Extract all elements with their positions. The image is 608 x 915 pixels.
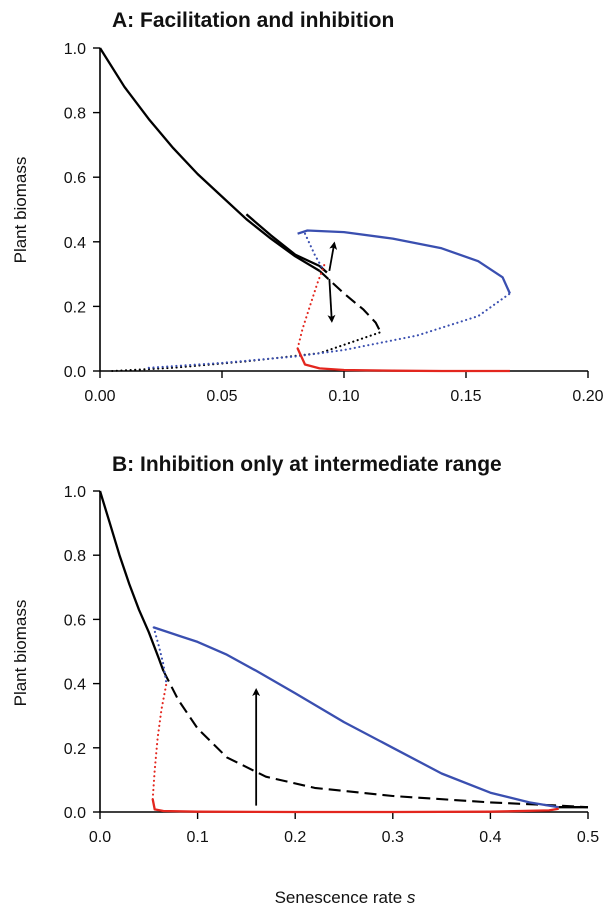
panel-a-y-tick-label: 0.2 <box>64 299 86 316</box>
panel-a-y-tick-label: 0.8 <box>64 106 86 123</box>
panel-b-y-tick-label: 1.0 <box>64 484 86 501</box>
panel-b-x-tick-label: 0.4 <box>479 829 501 846</box>
panel-b-series-red-dotted <box>151 682 168 801</box>
panel-b-x-tick-label: 0.1 <box>186 829 208 846</box>
panel-b-ylabel: Plant biomass <box>11 600 30 707</box>
panel-b-series-red-solid <box>151 798 559 814</box>
panel-b-series-blue-solid <box>153 626 559 809</box>
x-axis-label-text: Senescence rate <box>275 888 403 907</box>
panel-a-y-tick-label: 0.6 <box>64 170 86 187</box>
panel-a-x-tick-label: 0.20 <box>572 388 603 405</box>
panel-b-y-tick-label: 0.4 <box>64 677 86 694</box>
panel-a-series-red-dotted <box>296 263 326 350</box>
panel-a-series-blue-dotted <box>147 292 511 369</box>
panel-b-title: B: Inhibition only at intermediate range <box>112 453 502 476</box>
panel-b-x-tick-label: 0.5 <box>577 829 599 846</box>
panel-b-x-tick-label: 0.2 <box>284 829 306 846</box>
panel-a-ylabel: Plant biomass <box>11 157 30 264</box>
panel-a-series-black-dotted <box>111 331 382 373</box>
panel-b-y-tick-label: 0.0 <box>64 805 86 822</box>
panel-a-x-tick-label: 0.15 <box>450 388 481 405</box>
panel-b: B: Inhibition only at intermediate range… <box>11 453 599 846</box>
panel-b-y-tick-label: 0.2 <box>64 741 86 758</box>
x-axis-label-symbol: s <box>407 888 416 907</box>
panel-b-x-tick-label: 0.3 <box>382 829 404 846</box>
panel-b-x-tick-label: 0.0 <box>89 829 111 846</box>
panel-a-y-tick-label: 0.0 <box>64 364 86 381</box>
panel-a-arrow <box>328 241 338 272</box>
panel-a-series-blue-dotted <box>303 232 324 269</box>
panel-b-axes: 0.0 0.1 0.2 0.3 0.4 0.5 0.0 0.2 0.4 0.6 0.8 1.0 <box>64 484 599 846</box>
panel-a-series-black-solid <box>245 213 328 274</box>
panel-a-plot-area <box>99 47 511 373</box>
panel-b-y-tick-label: 0.6 <box>64 612 86 629</box>
panel-a-series-black-dashed <box>318 270 382 333</box>
panel-a-series-black-solid <box>99 47 321 272</box>
panel-a-axes: 0.00 0.05 0.10 0.15 0.20 0.0 0.2 0.4 0.6 0.8 1.0 <box>64 41 604 405</box>
panel-a-series-blue-solid <box>297 229 511 294</box>
panel-a-x-tick-label: 0.10 <box>328 388 359 405</box>
panel-a-x-tick-label: 0.00 <box>84 388 115 405</box>
panel-a-title: A: Facilitation and inhibition <box>112 9 394 32</box>
panel-b-series-black-solid <box>98 490 165 672</box>
panel-a-y-tick-label: 1.0 <box>64 41 86 58</box>
panel-a-y-tick-label: 0.4 <box>64 235 86 252</box>
panel-b-y-tick-label: 0.8 <box>64 548 86 565</box>
panel-a-x-tick-label: 0.05 <box>206 388 237 405</box>
panel-a-arrow <box>327 278 336 323</box>
panel-b-plot-area <box>98 490 589 814</box>
panel-a: A: Facilitation and inhibition Plant bio… <box>11 9 604 405</box>
panel-a-series-red-solid <box>296 347 510 373</box>
x-axis-label: Senescence rate s <box>275 888 416 907</box>
panel-b-series-blue-dotted <box>152 626 168 685</box>
